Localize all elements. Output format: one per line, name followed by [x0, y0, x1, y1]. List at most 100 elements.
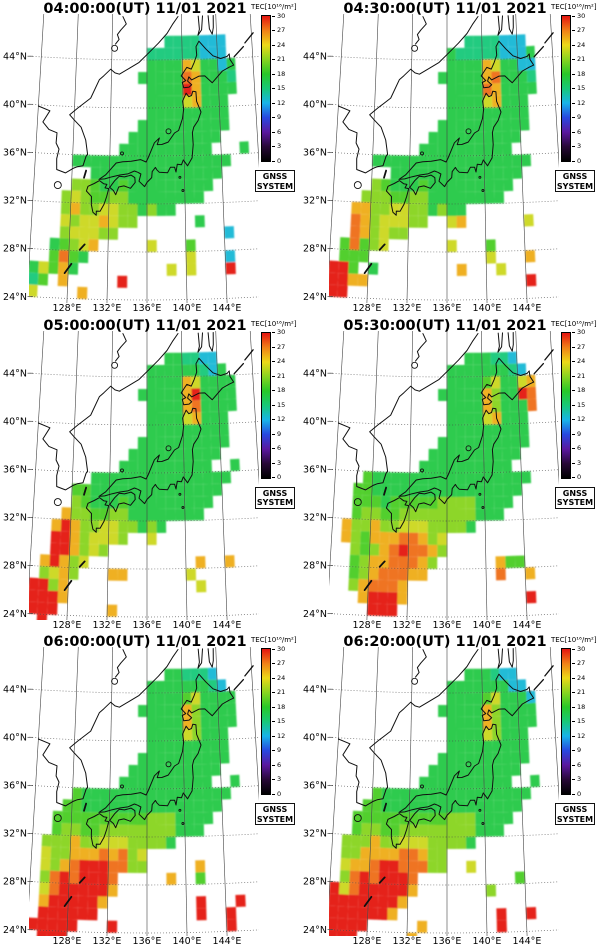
- lat-axis-label: 36°N: [3, 781, 27, 792]
- tec-cell: [225, 262, 236, 275]
- tec-cell: [503, 812, 514, 825]
- tec-cell: [519, 118, 530, 131]
- tec-cell: [509, 70, 519, 83]
- tec-cell: [156, 191, 166, 204]
- tec-cell: [348, 261, 359, 274]
- tec-cell: [379, 531, 390, 544]
- tec-cell: [473, 352, 482, 365]
- tec-cell: [428, 167, 438, 180]
- tec-cell: [337, 273, 349, 286]
- tec-cell: [380, 178, 391, 192]
- tec-cell: [508, 375, 518, 388]
- lat-axis-label: 28°N: [303, 244, 327, 255]
- tec-cell: [156, 107, 166, 120]
- tec-cell: [377, 603, 388, 616]
- tec-cell: [475, 167, 485, 180]
- tec-cell: [49, 554, 60, 567]
- tec-cell: [390, 155, 401, 168]
- tec-cell: [108, 227, 119, 240]
- tec-cell: [360, 202, 371, 215]
- tec-cell: [329, 893, 339, 907]
- tec-cell: [474, 448, 484, 461]
- tec-cell: [39, 565, 50, 579]
- tec-cell: [207, 34, 217, 47]
- tec-cell: [483, 131, 494, 144]
- tec-cell: [455, 364, 465, 377]
- tec-cell: [370, 202, 381, 215]
- tec-cell: [419, 777, 429, 790]
- tec-cell: [456, 472, 466, 485]
- tec-cell: [329, 284, 338, 297]
- tec-cell: [56, 931, 67, 937]
- colorbar-tick-mark: [572, 361, 575, 363]
- tec-cell: [447, 376, 456, 389]
- tec-cell: [465, 167, 476, 180]
- colorbar-tick-mark: [272, 404, 275, 406]
- tec-cell: [483, 764, 494, 777]
- colorbar-tick-mark: [572, 117, 575, 118]
- tec-cell: [501, 728, 511, 741]
- tec-cell: [482, 364, 492, 377]
- tec-cell: [79, 543, 90, 556]
- tec-cell: [409, 155, 420, 168]
- tec-cell: [147, 412, 157, 425]
- tec-cell: [89, 191, 100, 204]
- tec-cell: [227, 398, 237, 411]
- tec-cell: [88, 872, 99, 885]
- colorbar-tick-mark: [572, 793, 575, 795]
- tec-cell: [209, 94, 220, 107]
- colorbar-tick-label: 9: [277, 746, 282, 755]
- tec-cell: [137, 460, 147, 473]
- tec-cell: [128, 155, 138, 168]
- tec-cell: [219, 118, 230, 131]
- tec-cell: [492, 131, 503, 144]
- tec-cell: [525, 566, 536, 580]
- tec-cell: [227, 715, 237, 728]
- tec-cell: [350, 225, 361, 239]
- tec-cell: [137, 168, 147, 180]
- tec-cell: [428, 143, 438, 156]
- tec-cell: [128, 191, 138, 204]
- tec-cell: [348, 882, 360, 896]
- tec-cell: [186, 263, 197, 276]
- tec-cell: [77, 286, 88, 300]
- tec-cell: [465, 412, 475, 425]
- tec-cell: [192, 764, 203, 777]
- tec-cell: [195, 860, 206, 873]
- tec-cell: [398, 860, 409, 873]
- tec-cell: [39, 870, 50, 883]
- colorbar-tick-mark: [272, 73, 275, 75]
- tec-cell: [226, 386, 237, 399]
- tec-cell: [482, 59, 492, 72]
- tec-cell: [99, 824, 110, 837]
- tec-cell: [199, 692, 210, 705]
- tec-cell: [493, 776, 503, 789]
- tec-cell: [348, 249, 360, 262]
- tec-cell: [155, 71, 165, 84]
- tec-cell: [465, 813, 476, 826]
- lat-axis-label: 28°N: [303, 877, 327, 888]
- tec-cell: [389, 507, 400, 521]
- coastline: [337, 15, 554, 274]
- tec-cell: [378, 567, 389, 580]
- tec-cell: [147, 376, 156, 389]
- colorbar-tick-mark: [272, 477, 275, 479]
- tec-cell: [147, 240, 157, 252]
- tec-cell: [509, 82, 519, 95]
- tec-cell: [428, 789, 438, 802]
- colorbar-tick-label: 21: [577, 55, 586, 63]
- tec-cell: [329, 929, 338, 937]
- tec-cell: [58, 895, 69, 908]
- tec-cell: [202, 447, 212, 460]
- tec-cell: [147, 789, 157, 802]
- tec-cell: [166, 263, 177, 276]
- gnss-system-badge: GNSS SYSTEM: [555, 486, 595, 509]
- tec-cell: [473, 693, 483, 706]
- tec-cell: [90, 788, 101, 801]
- colorbar-tick-label: 18: [577, 702, 586, 711]
- tec-cell: [456, 520, 467, 533]
- tec-cell: [510, 435, 521, 448]
- tec-cell: [201, 411, 211, 424]
- tec-cell: [199, 46, 209, 60]
- tec-cell: [137, 753, 147, 766]
